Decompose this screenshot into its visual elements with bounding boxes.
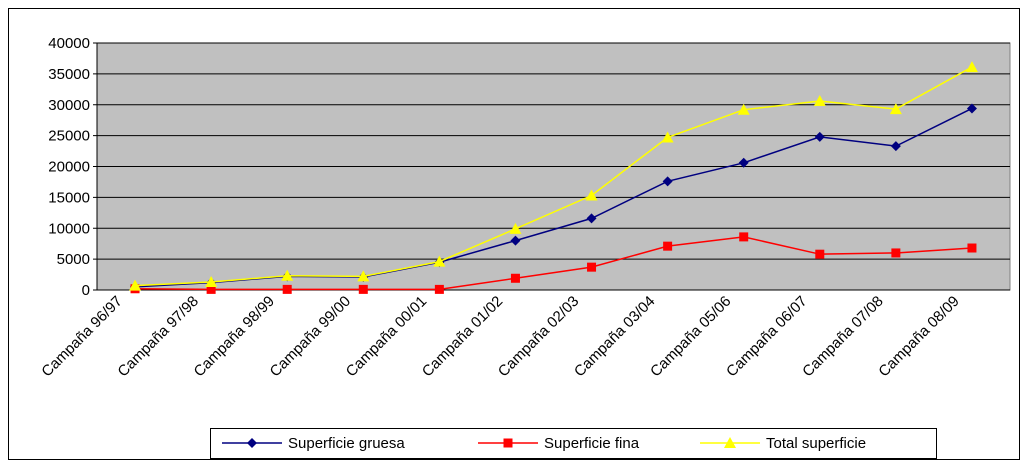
point	[433, 255, 446, 267]
point	[724, 437, 736, 448]
legend-label: Superficie gruesa	[288, 435, 405, 452]
point	[889, 103, 902, 115]
point	[890, 141, 901, 152]
point	[737, 103, 750, 115]
legend-label: Superficie fina	[544, 435, 640, 452]
point	[509, 222, 522, 234]
point	[587, 262, 597, 272]
y-tick-label: 35000	[48, 66, 90, 83]
y-tick-label: 40000	[48, 35, 90, 52]
series	[129, 61, 978, 291]
point	[282, 284, 292, 294]
point	[510, 235, 521, 246]
point	[434, 284, 444, 294]
y-tick-label: 25000	[48, 128, 90, 145]
point	[813, 95, 826, 107]
point	[738, 157, 749, 168]
point	[585, 189, 598, 201]
point	[206, 284, 216, 294]
point	[358, 284, 368, 294]
point	[205, 275, 218, 287]
point	[662, 176, 673, 187]
legend: Superficie gruesa Superficie fina Total su…	[210, 428, 937, 459]
point	[891, 248, 901, 258]
point	[129, 279, 142, 291]
legend-label: Total superficie	[766, 435, 866, 452]
y-tick-label: 5000	[57, 251, 90, 268]
legend-box	[210, 428, 937, 459]
point	[281, 269, 294, 281]
series-line	[135, 66, 973, 287]
point	[967, 243, 977, 253]
series-line	[135, 236, 973, 291]
point	[247, 438, 257, 448]
y-tick-label: 15000	[48, 189, 90, 206]
point	[661, 131, 674, 143]
y-tick-label: 10000	[48, 220, 90, 237]
y-tick-label: 30000	[48, 97, 90, 114]
point	[739, 232, 749, 242]
y-tick-label: 20000	[48, 159, 90, 176]
point	[965, 61, 978, 73]
y-tick-label: 0	[82, 282, 90, 299]
series	[130, 232, 977, 294]
point	[503, 438, 513, 448]
point	[966, 103, 977, 114]
point	[357, 270, 370, 282]
point	[815, 249, 825, 259]
point	[814, 131, 825, 142]
point	[510, 273, 520, 283]
point	[586, 213, 597, 224]
point	[663, 241, 673, 251]
